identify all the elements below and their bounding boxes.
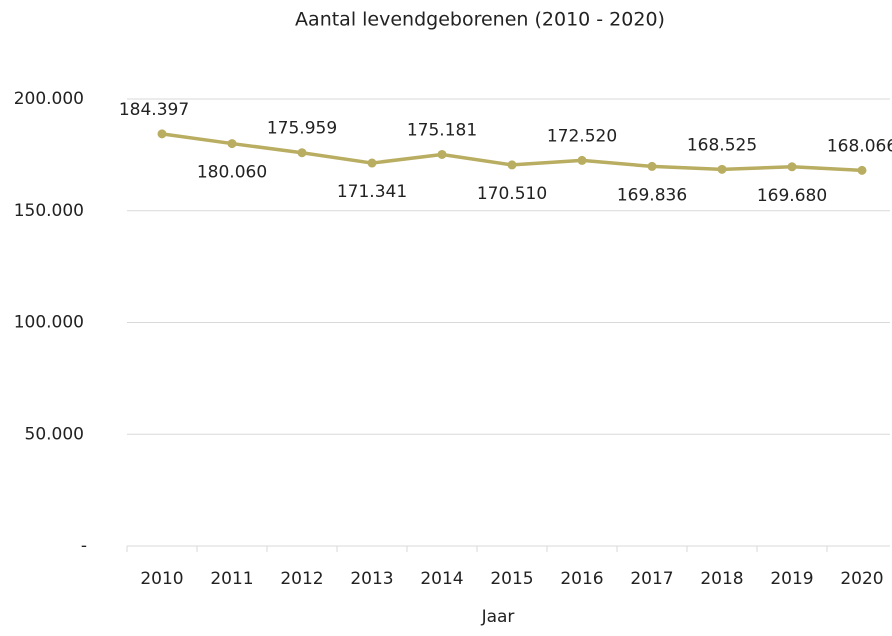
data-label: 169.680 bbox=[757, 186, 827, 206]
data-label: 175.959 bbox=[267, 119, 337, 139]
point bbox=[857, 165, 867, 175]
y-tick-label: 150.000 bbox=[14, 201, 84, 221]
x-tick-label: 2015 bbox=[490, 569, 533, 589]
y-tick-label: 200.000 bbox=[14, 89, 84, 109]
x-tick-label: 2019 bbox=[770, 569, 813, 589]
data-label: 170.510 bbox=[477, 184, 547, 204]
data-label: 184.397 bbox=[119, 100, 189, 120]
point bbox=[437, 149, 447, 159]
x-tick-label: 2011 bbox=[210, 569, 253, 589]
data-label: 168.525 bbox=[687, 135, 757, 155]
data-label: 172.520 bbox=[547, 126, 617, 146]
data-label: 180.060 bbox=[197, 163, 267, 183]
x-tick-label: 2018 bbox=[700, 569, 743, 589]
chart-title: Aantal levendgeborenen (2010 - 2020) bbox=[295, 9, 665, 31]
data-label: 171.341 bbox=[337, 182, 407, 202]
point bbox=[787, 162, 797, 172]
x-tick-label: 2017 bbox=[630, 569, 673, 589]
x-tick-label: 2013 bbox=[350, 569, 393, 589]
x-tick-label: 2020 bbox=[840, 569, 883, 589]
y-tick-label: 100.000 bbox=[14, 313, 84, 333]
point bbox=[647, 161, 657, 171]
point bbox=[577, 155, 587, 165]
data-label: 169.836 bbox=[617, 185, 687, 205]
y-tick-label: 50.000 bbox=[25, 424, 84, 444]
point bbox=[157, 129, 167, 139]
x-tick-label: 2010 bbox=[140, 569, 183, 589]
point bbox=[717, 164, 727, 174]
x-tick-label: 2014 bbox=[420, 569, 463, 589]
data-label: 175.181 bbox=[407, 120, 477, 140]
point bbox=[367, 158, 377, 168]
x-tick-label: 2016 bbox=[560, 569, 603, 589]
point bbox=[507, 160, 517, 170]
data-label: 168.066 bbox=[827, 136, 892, 156]
point bbox=[297, 148, 307, 158]
point bbox=[227, 139, 237, 149]
x-tick-label: 2012 bbox=[280, 569, 323, 589]
x-axis-label: Jaar bbox=[481, 607, 515, 627]
y-tick-label: - bbox=[81, 536, 87, 556]
